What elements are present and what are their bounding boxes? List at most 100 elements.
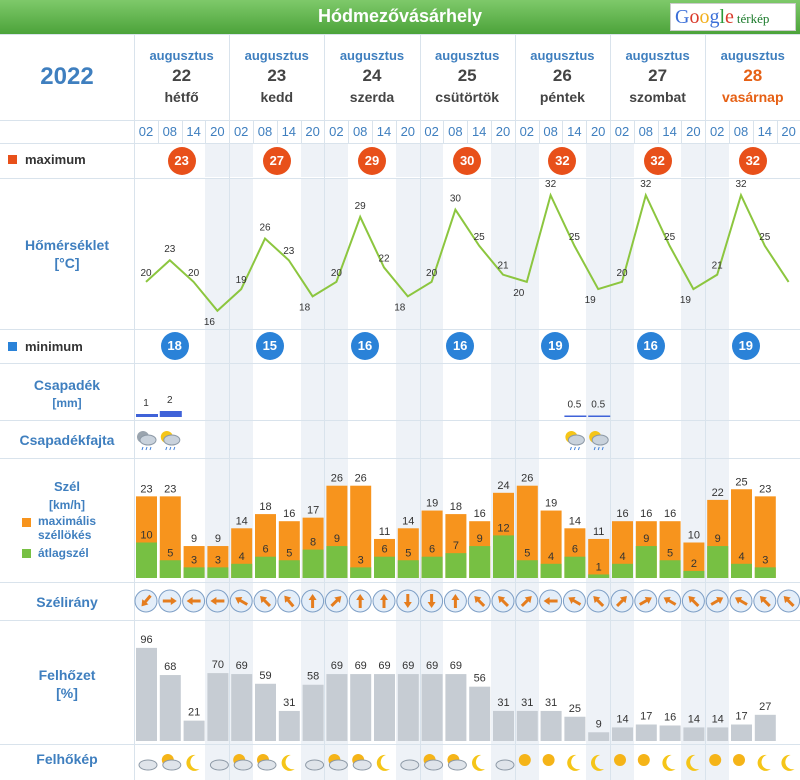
temp-value-label: 20 — [426, 268, 438, 279]
avg-wind-bar — [278, 560, 300, 578]
night-shade — [586, 178, 634, 329]
temp-value-label: 32 — [640, 179, 652, 190]
cloud-bar — [207, 673, 229, 741]
day-header-27: augusztus 27 szombat — [610, 34, 705, 120]
temp-value-label: 16 — [204, 317, 216, 328]
wind-arrow-icon — [443, 589, 467, 613]
day-number: 22 — [172, 66, 192, 85]
gust-value-label: 23 — [140, 483, 152, 495]
cloud-icon — [138, 759, 158, 771]
row-divider — [0, 34, 800, 35]
hour-label: 14 — [662, 124, 677, 139]
hour-label: 14 — [186, 124, 201, 139]
min-temp-badge: 16 — [446, 332, 475, 360]
day-header-23: augusztus 23 kedd — [229, 34, 324, 120]
hour-label: 02 — [138, 124, 154, 139]
hour-divider — [253, 121, 254, 143]
temp-value-label: 20 — [140, 268, 152, 279]
cloud-label: Felhőzet [%] — [38, 667, 96, 701]
cloud-value-label: 56 — [474, 673, 486, 685]
avg-wind-bar — [159, 560, 181, 578]
cloud-bar — [350, 674, 372, 741]
cloud-value-label: 69 — [402, 660, 414, 672]
hour-divider — [205, 121, 207, 143]
day-divider — [514, 34, 516, 780]
cloud-value-label: 31 — [545, 697, 557, 709]
temperature-label: Hőmérséklet [°C] — [24, 237, 110, 271]
cloud-value-label: 17 — [640, 711, 652, 723]
cloud-value-label: 31 — [497, 697, 509, 709]
row-divider — [0, 620, 800, 621]
hour-divider — [395, 121, 397, 143]
day-header-24: augusztus 24 szerda — [324, 34, 419, 120]
cloud-bar — [612, 727, 633, 741]
wind-arrow-icon — [182, 589, 206, 613]
hour-divider — [157, 121, 159, 143]
night-shade — [586, 143, 634, 177]
cloud-value-label: 14 — [616, 713, 628, 725]
hour-divider — [300, 121, 302, 143]
cloud-value-label: 17 — [735, 711, 747, 723]
avg-wind-bar — [612, 563, 633, 578]
row-divider — [0, 329, 800, 330]
max-temp-badge: 32 — [738, 147, 767, 175]
cloud-value-label: 69 — [355, 660, 367, 672]
hour-label: 14 — [281, 124, 297, 139]
avg-wind-value-label: 2 — [691, 558, 697, 570]
gust-value-label: 11 — [379, 526, 390, 538]
hour-divider — [467, 121, 469, 143]
min-temp-badge: 19 — [731, 332, 760, 360]
wind-legend: maximális széllökés átlagszél — [22, 514, 122, 560]
day-number: 27 — [648, 66, 668, 85]
max-temp-badge: 23 — [167, 147, 196, 175]
max-temp-badge: 32 — [548, 147, 577, 175]
hour-divider — [538, 121, 540, 143]
min-temp-badge: 16 — [351, 332, 379, 360]
temperature-line — [145, 192, 790, 313]
sun-cloud-icon — [161, 754, 182, 771]
sun-cloud-icon — [328, 754, 348, 771]
max-temp-badge: 27 — [262, 147, 291, 175]
hour-label: 08 — [733, 124, 749, 139]
gust-bar — [540, 510, 562, 578]
temp-value-label: 25 — [759, 232, 771, 243]
avg-wind-bar — [635, 546, 657, 578]
sun-cloud-icon — [447, 754, 467, 771]
hour-divider — [491, 121, 492, 143]
avg-wind-value-label: 5 — [405, 547, 411, 559]
moon-icon — [281, 754, 295, 771]
temp-value-label: 26 — [259, 223, 271, 234]
cloud-icon — [400, 759, 420, 771]
avg-wind-bar — [421, 556, 443, 578]
cloud-value-label: 96 — [140, 634, 152, 646]
day-header-26: augusztus 26 péntek — [515, 34, 610, 120]
night-shade — [586, 363, 634, 420]
cloud-value-label: 59 — [259, 670, 271, 682]
gust-value-label: 24 — [497, 480, 509, 492]
wind-arrow-icon — [753, 589, 777, 613]
wind-arrow-icon — [348, 589, 372, 613]
avg-wind-value-label: 5 — [667, 547, 673, 559]
avg-wind-value-label: 9 — [334, 533, 340, 545]
cloud-bar — [278, 710, 300, 741]
gust-value-label: 26 — [355, 473, 367, 485]
temp-value-label: 20 — [513, 288, 525, 299]
night-shade — [586, 620, 634, 744]
gust-value-label: 18 — [259, 501, 271, 513]
wind-arrow-icon — [253, 589, 277, 613]
wind-arrow-icon — [396, 589, 420, 613]
temp-value-label: 20 — [188, 268, 200, 279]
hour-label: 14 — [757, 124, 773, 139]
cloud-value-label: 69 — [331, 660, 343, 672]
cloud-value-label: 21 — [188, 707, 200, 719]
google-map-link[interactable]: Google térkép — [670, 3, 796, 31]
gust-value-label: 16 — [474, 508, 486, 520]
avg-wind-value-label: 1 — [596, 561, 602, 573]
wind-arrow-icon — [372, 589, 396, 613]
cloud-icon — [209, 759, 229, 771]
avg-wind-value-label: 4 — [738, 551, 744, 563]
wind-arrow-icon — [229, 589, 253, 613]
temp-value-label: 30 — [450, 194, 462, 205]
hour-label: 20 — [305, 124, 320, 139]
gust-value-label: 14 — [236, 515, 248, 527]
